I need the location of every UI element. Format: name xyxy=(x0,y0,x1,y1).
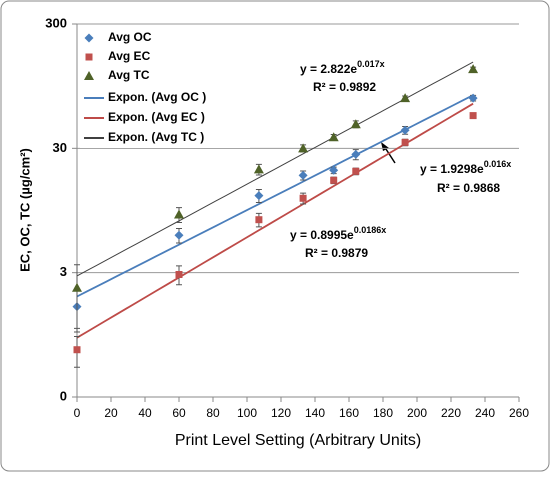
point xyxy=(329,165,339,175)
trend-equation: y = 0.8995e0.0186x xyxy=(290,225,386,242)
x-tick-label: 20 xyxy=(104,406,118,420)
x-tick-label: 60 xyxy=(172,406,186,420)
legend-marker xyxy=(84,71,94,80)
point xyxy=(298,170,308,180)
x-axis-label: Print Level Setting (Arbitrary Units) xyxy=(175,432,421,449)
x-tick-label: 240 xyxy=(475,406,495,420)
point xyxy=(299,194,307,202)
point xyxy=(174,230,184,240)
x-tick-label: 40 xyxy=(138,406,152,420)
x-tick-label: 0 xyxy=(74,406,81,420)
point xyxy=(350,119,361,129)
equation-text: y = 2.822e xyxy=(300,62,357,76)
point xyxy=(328,132,339,142)
x-tick-label: 200 xyxy=(407,406,427,420)
y-tick-label: 30 xyxy=(53,140,67,155)
point xyxy=(73,346,81,354)
legend-label: Avg OC xyxy=(108,30,152,44)
point xyxy=(253,164,264,174)
point xyxy=(400,93,411,103)
equation-exponent: 0.0186x xyxy=(354,225,387,235)
point xyxy=(174,209,184,219)
x-tick-label: 260 xyxy=(509,406,529,420)
point xyxy=(468,64,479,74)
x-tick-label: 120 xyxy=(271,406,291,420)
error-bar xyxy=(74,264,80,329)
point xyxy=(468,93,478,103)
trend-r2: R² = 0.9868 xyxy=(437,181,500,195)
point xyxy=(175,270,183,278)
point xyxy=(351,149,361,159)
legend-label: Avg TC xyxy=(108,68,150,82)
trend-equation: y = 1.9298e0.016x xyxy=(420,159,511,176)
point xyxy=(255,216,263,224)
trend-r2: R² = 0.9879 xyxy=(305,246,368,260)
x-tick-label: 80 xyxy=(206,406,220,420)
legend-label: Expon. (Avg TC ) xyxy=(108,130,204,144)
x-tick-label: 100 xyxy=(237,406,257,420)
equation-text: y = 1.9298e xyxy=(420,162,484,176)
point xyxy=(401,138,409,146)
equation-text: y = 0.8995e xyxy=(290,228,354,242)
legend-label: Expon. (Avg EC ) xyxy=(108,110,205,124)
equation-exponent: 0.016x xyxy=(484,159,512,169)
equation-exponent: 0.017x xyxy=(357,59,385,69)
point xyxy=(352,167,360,175)
legend-label: Expon. (Avg OC ) xyxy=(108,90,206,104)
legend-marker xyxy=(84,33,94,43)
point xyxy=(330,176,338,184)
point xyxy=(72,282,82,292)
y-tick-label: 0 xyxy=(60,388,67,403)
legend-marker xyxy=(85,53,93,61)
y-axis-label: EC, OC, TC (µg/cm²) xyxy=(17,148,32,272)
y-tick-label: 3 xyxy=(60,264,67,279)
x-tick-label: 220 xyxy=(441,406,461,420)
legend-box xyxy=(80,28,250,148)
point xyxy=(400,125,410,135)
point xyxy=(469,112,477,120)
point xyxy=(298,143,309,153)
x-tick-label: 180 xyxy=(373,406,393,420)
x-tick-label: 160 xyxy=(339,406,359,420)
x-tick-label: 140 xyxy=(305,406,325,420)
point xyxy=(254,191,264,201)
y-tick-label: 300 xyxy=(45,15,67,30)
legend-label: Avg EC xyxy=(108,49,151,63)
trend-r2: R² = 0.9892 xyxy=(313,80,376,94)
trend-equation: y = 2.822e0.017x xyxy=(300,59,385,76)
